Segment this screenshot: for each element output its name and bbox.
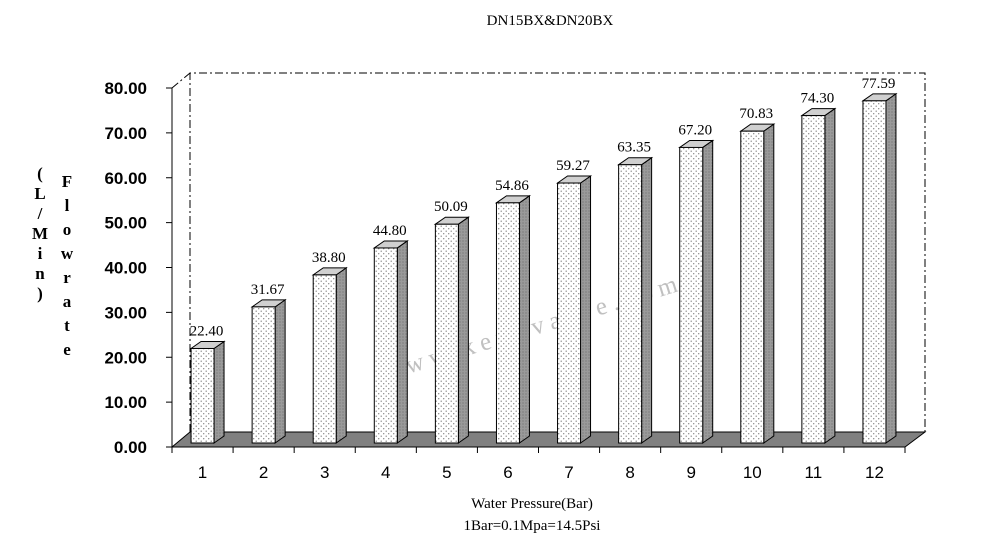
y-name-char: t xyxy=(64,316,70,335)
data-label: 70.83 xyxy=(739,106,773,122)
bar-side-face xyxy=(335,266,347,444)
data-label: 74.30 xyxy=(801,91,835,107)
data-label: 54.86 xyxy=(495,178,529,194)
bar-6 xyxy=(494,194,532,444)
bar-front-face xyxy=(557,182,582,444)
bar-front-face xyxy=(618,164,643,444)
x-axis-title: Water Pressure(Bar) xyxy=(471,496,593,512)
bar-front-face xyxy=(862,100,887,444)
bar-front-face xyxy=(801,115,826,444)
bar-9 xyxy=(678,139,715,444)
x-tick-label: 1 xyxy=(198,463,207,482)
bar-front-face xyxy=(679,146,704,444)
y-axis-ticks: 0.00 10.00 20.00 30.00 40.00 50.00 60.00 70.00 8… xyxy=(104,79,172,457)
y-tick-label: 80.00 xyxy=(104,79,147,98)
y-name-char: F xyxy=(62,172,72,191)
y-name-char: r xyxy=(63,268,71,287)
y-unit-char: M xyxy=(32,224,48,243)
data-label: 59.27 xyxy=(556,158,590,174)
bar-side-face xyxy=(274,298,286,444)
bar-front-face xyxy=(251,306,276,444)
y-name-char: e xyxy=(63,340,71,359)
x-axis-note: 1Bar=0.1Mpa=14.5Psi xyxy=(464,518,601,534)
bar-side-face xyxy=(213,340,225,444)
y-name-char: l xyxy=(65,196,70,215)
bar-8 xyxy=(617,156,654,444)
bar-front-face xyxy=(434,223,459,444)
y-tick-label: 50.00 xyxy=(104,214,147,233)
y-tick-label: 40.00 xyxy=(104,259,147,278)
bar-11 xyxy=(800,107,837,444)
y-tick-label: 30.00 xyxy=(104,303,147,322)
bar-side-face xyxy=(702,139,714,444)
bar-front-face xyxy=(190,347,215,444)
y-tick-label: 70.00 xyxy=(104,124,147,143)
y-name-char: a xyxy=(63,292,72,311)
y-unit-char: / xyxy=(37,204,43,223)
bar-side-face xyxy=(396,239,408,444)
x-tick-label: 12 xyxy=(865,463,884,482)
x-tick-label: 8 xyxy=(625,463,634,482)
bar-front-face xyxy=(495,202,520,444)
bar-front-face xyxy=(740,130,765,444)
data-label: 38.80 xyxy=(312,250,346,266)
bar-4 xyxy=(372,239,409,444)
bar-side-face xyxy=(518,194,530,444)
y-name-char: o xyxy=(63,220,72,239)
back-wall-side-edge xyxy=(171,72,191,89)
y-unit-char: ( xyxy=(37,164,43,183)
bar-side-face xyxy=(580,175,592,444)
data-label: 22.40 xyxy=(190,323,224,339)
y-tick-label: 0.00 xyxy=(114,438,147,457)
y-unit-char: L xyxy=(34,184,45,203)
y-name-char: w xyxy=(61,244,74,263)
bar-side-face xyxy=(885,92,897,444)
bar-side-face xyxy=(763,123,775,444)
bar-side-face xyxy=(824,107,836,444)
x-tick-label: 2 xyxy=(259,463,268,482)
bar-1 xyxy=(189,340,226,444)
x-tick-label: 10 xyxy=(743,463,762,482)
back-wall-frame xyxy=(189,72,926,432)
data-label: 77.59 xyxy=(862,76,896,92)
y-axis-unit-label: (L/Min) xyxy=(32,164,48,303)
bar-front-face xyxy=(312,274,337,444)
data-label: 31.67 xyxy=(251,282,285,298)
data-labels: 22.40 31.67 38.80 44.80 50.09 54.86 59.27 63.35… xyxy=(190,76,896,340)
data-label: 67.20 xyxy=(678,122,712,138)
bar-front-face xyxy=(373,247,398,444)
data-label: 44.80 xyxy=(373,223,407,239)
bar-side-face xyxy=(457,216,469,444)
bar-7 xyxy=(555,175,593,444)
y-tick-label: 60.00 xyxy=(104,169,147,188)
bar-10 xyxy=(739,123,776,444)
x-tick-label: 11 xyxy=(805,463,823,482)
x-axis-ticks: 1 2 3 4 5 6 7 8 9 10 11 12 xyxy=(171,447,906,482)
x-tick-label: 3 xyxy=(320,463,329,482)
data-label: 50.09 xyxy=(434,199,468,215)
x-tick-label: 4 xyxy=(381,463,390,482)
bar-side-face xyxy=(641,156,653,444)
bar-5 xyxy=(433,216,470,444)
bar-12 xyxy=(861,92,898,444)
y-unit-char: n xyxy=(35,264,45,283)
x-tick-label: 9 xyxy=(686,463,695,482)
data-label: 63.35 xyxy=(617,140,651,156)
chart-title: DN15BX&DN20BX xyxy=(487,13,614,29)
bar-3 xyxy=(311,266,348,444)
y-tick-label: 20.00 xyxy=(104,348,147,367)
y-unit-char: ) xyxy=(37,284,43,303)
x-tick-label: 5 xyxy=(442,463,451,482)
x-tick-label: 6 xyxy=(503,463,512,482)
bar-series xyxy=(189,92,898,444)
x-tick-label: 7 xyxy=(564,463,573,482)
y-tick-label: 10.00 xyxy=(104,393,147,412)
y-unit-char: i xyxy=(38,244,43,263)
bar-2 xyxy=(250,298,287,444)
